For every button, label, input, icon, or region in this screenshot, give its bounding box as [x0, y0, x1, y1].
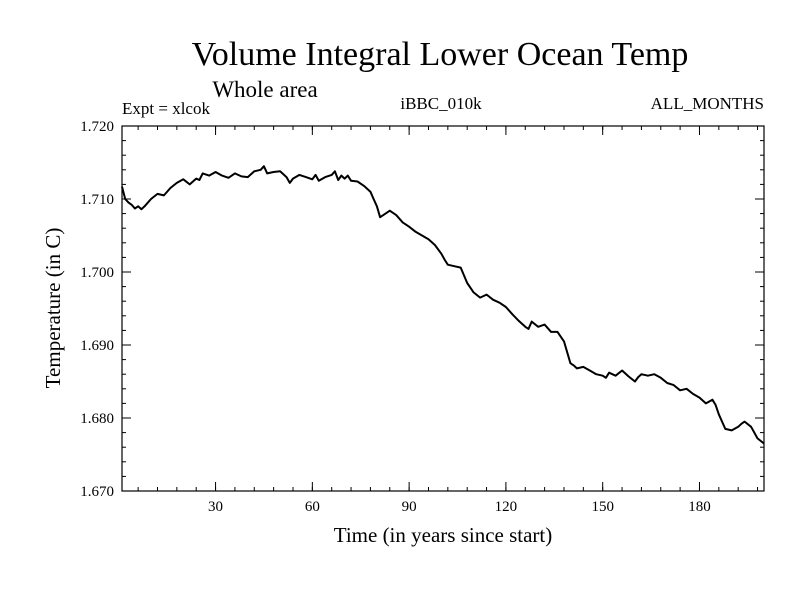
- x-tick-label: 150: [591, 499, 614, 515]
- y-tick-label: 1.670: [80, 484, 114, 500]
- y-tick-label: 1.720: [80, 119, 114, 135]
- plot-frame: [121, 125, 765, 492]
- x-tick-label: 60: [305, 499, 320, 515]
- x-axis: 30 60 90 120 150 180: [208, 126, 711, 515]
- x-tick-label: 120: [495, 499, 518, 515]
- series-layer: [121, 165, 765, 445]
- x-tick-label: 180: [688, 499, 711, 515]
- months-label: ALL_MONTHS: [651, 94, 764, 113]
- chart-title: Volume Integral Lower Ocean Temp: [192, 36, 689, 73]
- y-axis: 1.670 1.680 1.690 1.700 1.710 1.720: [80, 119, 764, 500]
- experiment-label: Expt = xlcok: [122, 99, 210, 118]
- chart-subtitle: Whole area: [212, 77, 317, 102]
- run-id-label: iBBC_010k: [400, 94, 482, 113]
- y-tick-label: 1.710: [80, 192, 114, 208]
- x-axis-label: Time (in years since start): [334, 523, 553, 547]
- y-tick-label: 1.690: [80, 338, 114, 354]
- y-tick-label: 1.700: [80, 265, 114, 281]
- y-axis-label: Temperature (in C): [41, 228, 65, 389]
- x-tick-label: 30: [208, 499, 223, 515]
- temperature-series-line: [121, 165, 765, 445]
- y-tick-label: 1.680: [80, 411, 114, 427]
- x-tick-label: 90: [402, 499, 417, 515]
- minor-ticks: [122, 125, 764, 492]
